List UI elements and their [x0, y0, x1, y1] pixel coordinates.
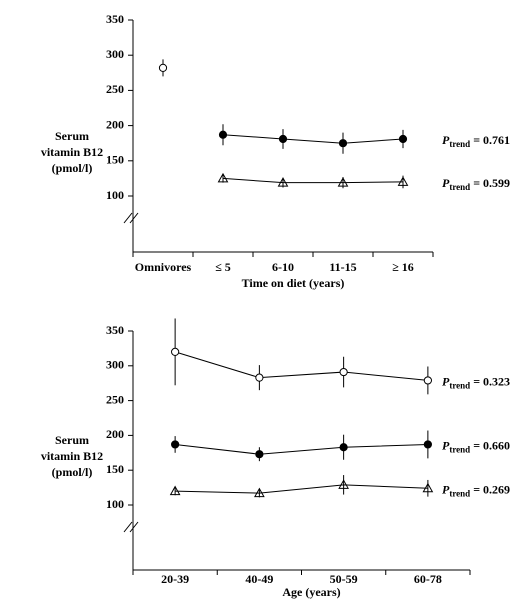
y-tick-label: 200 — [106, 117, 124, 131]
marker — [169, 485, 181, 496]
y-tick-label: 100 — [106, 497, 124, 511]
y-tick-label: 350 — [106, 12, 124, 26]
series-line — [174, 351, 428, 381]
x-tick-label: ≥ 16 — [392, 260, 414, 274]
marker — [217, 172, 229, 183]
x-tick-label: 60-78 — [414, 572, 442, 586]
series-line — [222, 177, 404, 184]
x-tick-label: 20-39 — [161, 572, 189, 586]
p-subscript: trend — [449, 139, 470, 149]
marker — [337, 177, 349, 187]
p-value: = 0.761 — [473, 133, 510, 147]
marker — [423, 440, 432, 449]
p-symbol: P — [442, 176, 450, 190]
p-subscript: trend — [449, 380, 470, 390]
p-symbol: P — [442, 374, 450, 388]
marker — [171, 440, 180, 449]
y-tick-label: 300 — [106, 358, 124, 372]
x-tick-label: ≤ 5 — [215, 260, 231, 274]
y-axis-title: vitamin B12 — [41, 145, 103, 159]
p-value: = 0.269 — [473, 482, 510, 496]
marker — [398, 134, 408, 144]
p-trend-annotation: Ptrend = 0.761 — [442, 133, 510, 149]
marker — [218, 130, 228, 139]
y-tick-label: 150 — [106, 462, 124, 476]
marker — [397, 176, 409, 186]
y-axis-title: (pmol/l) — [52, 465, 93, 479]
x-axis-title: Time on diet (years) — [242, 276, 345, 290]
series-line — [175, 443, 428, 455]
axis-break — [129, 212, 139, 224]
p-trend-annotation: Ptrend = 0.269 — [442, 482, 510, 498]
marker — [277, 177, 289, 187]
x-axis-title: Age (years) — [282, 585, 340, 599]
y-tick-label: 100 — [106, 188, 124, 202]
axis-break — [123, 212, 133, 224]
marker — [422, 482, 434, 493]
y-tick-label: 150 — [106, 153, 124, 167]
x-tick-label: 6-10 — [272, 260, 294, 274]
p-trend-annotation: Ptrend = 0.599 — [442, 176, 510, 192]
p-value: = 0.323 — [473, 374, 510, 388]
y-axis-title: Serum — [55, 129, 89, 143]
p-value: = 0.599 — [473, 176, 510, 190]
y-axis-title: (pmol/l) — [52, 161, 93, 175]
marker — [171, 347, 180, 356]
marker — [254, 487, 265, 498]
y-tick-label: 350 — [106, 323, 124, 337]
y-tick-label: 200 — [106, 427, 124, 441]
y-tick-label: 250 — [106, 392, 124, 406]
x-tick-label: 50-59 — [330, 572, 358, 586]
p-trend-annotation: Ptrend = 0.660 — [442, 438, 510, 454]
marker — [255, 450, 264, 459]
p-subscript: trend — [449, 182, 470, 192]
marker — [339, 367, 348, 377]
p-subscript: trend — [449, 445, 470, 455]
p-symbol: P — [442, 133, 450, 147]
marker — [278, 134, 288, 144]
y-axis-title: Serum — [55, 433, 89, 447]
marker — [423, 376, 432, 385]
series-line — [175, 484, 428, 494]
x-tick-label: Omnivores — [135, 260, 192, 274]
x-tick-label: 11-15 — [329, 260, 356, 274]
y-axis-title: vitamin B12 — [41, 449, 103, 463]
marker — [338, 139, 348, 148]
marker — [339, 443, 348, 452]
p-trend-annotation: Ptrend = 0.323 — [442, 374, 510, 390]
y-tick-label: 250 — [106, 82, 124, 96]
p-subscript: trend — [449, 488, 470, 498]
x-tick-label: 40-49 — [245, 572, 273, 586]
marker — [338, 479, 349, 489]
p-symbol: P — [442, 438, 450, 452]
marker — [255, 373, 264, 382]
marker — [158, 63, 168, 72]
axis-break — [129, 521, 139, 533]
y-tick-label: 300 — [106, 47, 124, 61]
p-symbol: P — [442, 482, 450, 496]
axis-break — [123, 521, 133, 533]
p-value: = 0.660 — [473, 438, 510, 452]
series-line — [222, 134, 404, 144]
